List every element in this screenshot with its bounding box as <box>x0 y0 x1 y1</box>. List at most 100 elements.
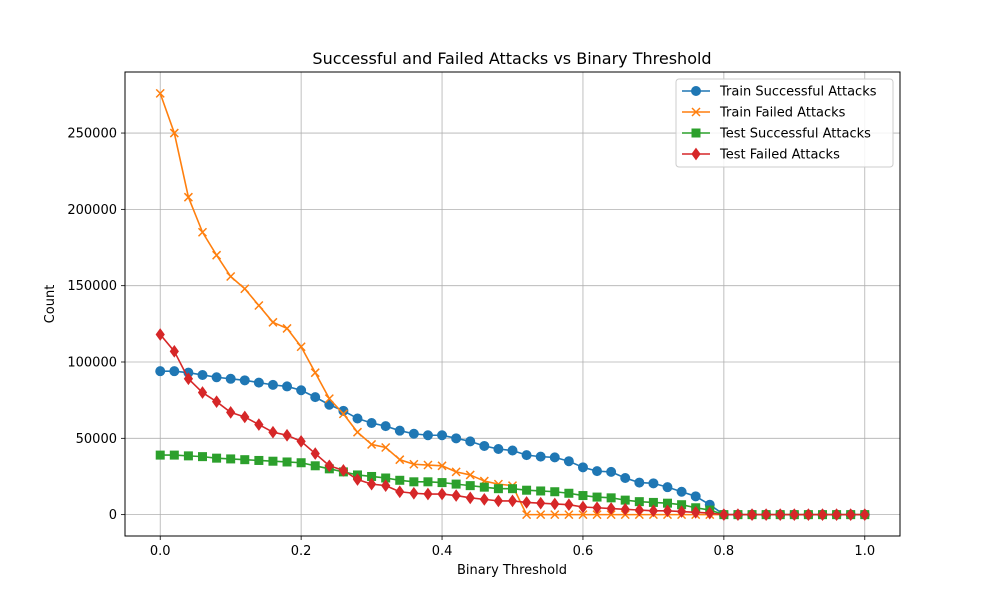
data-point <box>198 452 207 462</box>
data-point <box>211 395 222 409</box>
data-point <box>606 502 616 515</box>
data-point <box>282 323 292 333</box>
data-point <box>437 487 447 501</box>
x-stroke <box>409 459 419 469</box>
axis-ticks: 0.0 0.2 0.4 0.6 0.8 1.0 0 50000 100000 150000 2000… <box>67 127 875 559</box>
data-point <box>254 300 264 311</box>
data-point <box>747 508 757 521</box>
data-point <box>310 368 320 378</box>
series-group <box>155 88 870 521</box>
x-stroke <box>282 323 292 333</box>
data-point <box>197 369 208 380</box>
data-point <box>606 466 617 477</box>
data-point <box>705 506 715 520</box>
data-point <box>381 442 391 453</box>
data-point <box>550 510 560 520</box>
x-stroke <box>423 460 433 470</box>
legend-marker <box>691 86 701 96</box>
x-stroke <box>183 192 193 202</box>
data-point <box>451 433 462 444</box>
data-point <box>212 250 222 260</box>
data-point <box>395 485 405 499</box>
data-point <box>521 450 532 461</box>
data-point <box>846 508 856 521</box>
legend-label: Test Failed Attacks <box>719 148 840 163</box>
data-point <box>564 510 574 520</box>
data-point <box>352 473 363 486</box>
x-stroke <box>254 300 264 311</box>
data-point <box>366 477 377 491</box>
legend-item-test-failed-attacks: Test Failed Attacks <box>682 148 840 163</box>
legend-marker <box>691 107 701 117</box>
data-point <box>592 466 603 477</box>
y-tick-label: 200000 <box>67 203 117 218</box>
data-point <box>676 505 687 518</box>
data-point <box>550 487 560 497</box>
x-stroke <box>240 284 250 294</box>
data-point <box>451 489 461 502</box>
legend: Train Successful Attacks Train Failed Att… <box>675 78 894 168</box>
x-tick-label: 0.0 <box>150 544 171 559</box>
legend-item-test-successful-attacks: Test Successful Attacks <box>682 127 871 142</box>
data-point <box>381 479 391 492</box>
x-stroke <box>592 510 602 520</box>
data-point <box>536 486 546 496</box>
data-point <box>479 482 489 492</box>
x-stroke <box>197 227 208 237</box>
data-point <box>437 478 447 488</box>
y-tick-label: 50000 <box>76 432 117 447</box>
data-point <box>620 473 631 483</box>
data-point <box>606 493 616 503</box>
x-tick-label: 0.4 <box>432 544 453 559</box>
y-tick-label: 250000 <box>67 127 117 142</box>
x-stroke <box>310 368 320 378</box>
data-point <box>620 495 630 505</box>
data-point <box>169 344 179 358</box>
data-point <box>380 421 391 432</box>
data-point <box>549 452 560 463</box>
data-point <box>662 482 673 493</box>
data-point <box>761 508 771 521</box>
data-point <box>507 445 518 456</box>
x-stroke <box>451 467 461 477</box>
x-stroke <box>522 510 532 520</box>
data-point <box>803 508 814 521</box>
data-point <box>465 436 476 447</box>
data-point <box>240 455 250 465</box>
x-stroke <box>268 317 278 327</box>
x-stroke <box>578 510 588 520</box>
x-stroke <box>367 439 377 449</box>
data-point <box>507 494 518 508</box>
y-tick-label: 150000 <box>67 279 117 294</box>
x-tick-label: 0.8 <box>714 544 735 559</box>
data-point <box>296 385 307 396</box>
x-stroke <box>212 250 222 260</box>
data-point <box>310 447 320 460</box>
data-point <box>817 508 828 521</box>
data-point <box>352 427 363 437</box>
legend-item-train-successful-attacks: Train Successful Attacks <box>682 85 877 100</box>
data-point <box>155 328 165 341</box>
data-point <box>550 497 560 511</box>
x-tick-label: 1.0 <box>854 544 875 559</box>
data-point <box>240 284 250 294</box>
data-point <box>535 451 546 462</box>
data-point <box>493 444 504 454</box>
data-point <box>479 440 490 451</box>
data-point <box>662 504 673 518</box>
data-point <box>239 375 250 386</box>
legend-item-train-failed-attacks: Train Failed Attacks <box>682 106 846 121</box>
data-point <box>536 496 546 510</box>
data-point <box>211 372 222 383</box>
y-tick-label: 100000 <box>67 356 117 371</box>
data-point <box>578 491 588 501</box>
data-point <box>479 493 489 506</box>
data-point <box>563 456 574 467</box>
data-point <box>226 454 236 464</box>
data-point <box>592 510 602 520</box>
data-point <box>437 430 448 441</box>
data-point <box>592 492 602 502</box>
x-stroke <box>550 510 560 520</box>
data-point <box>310 461 320 471</box>
